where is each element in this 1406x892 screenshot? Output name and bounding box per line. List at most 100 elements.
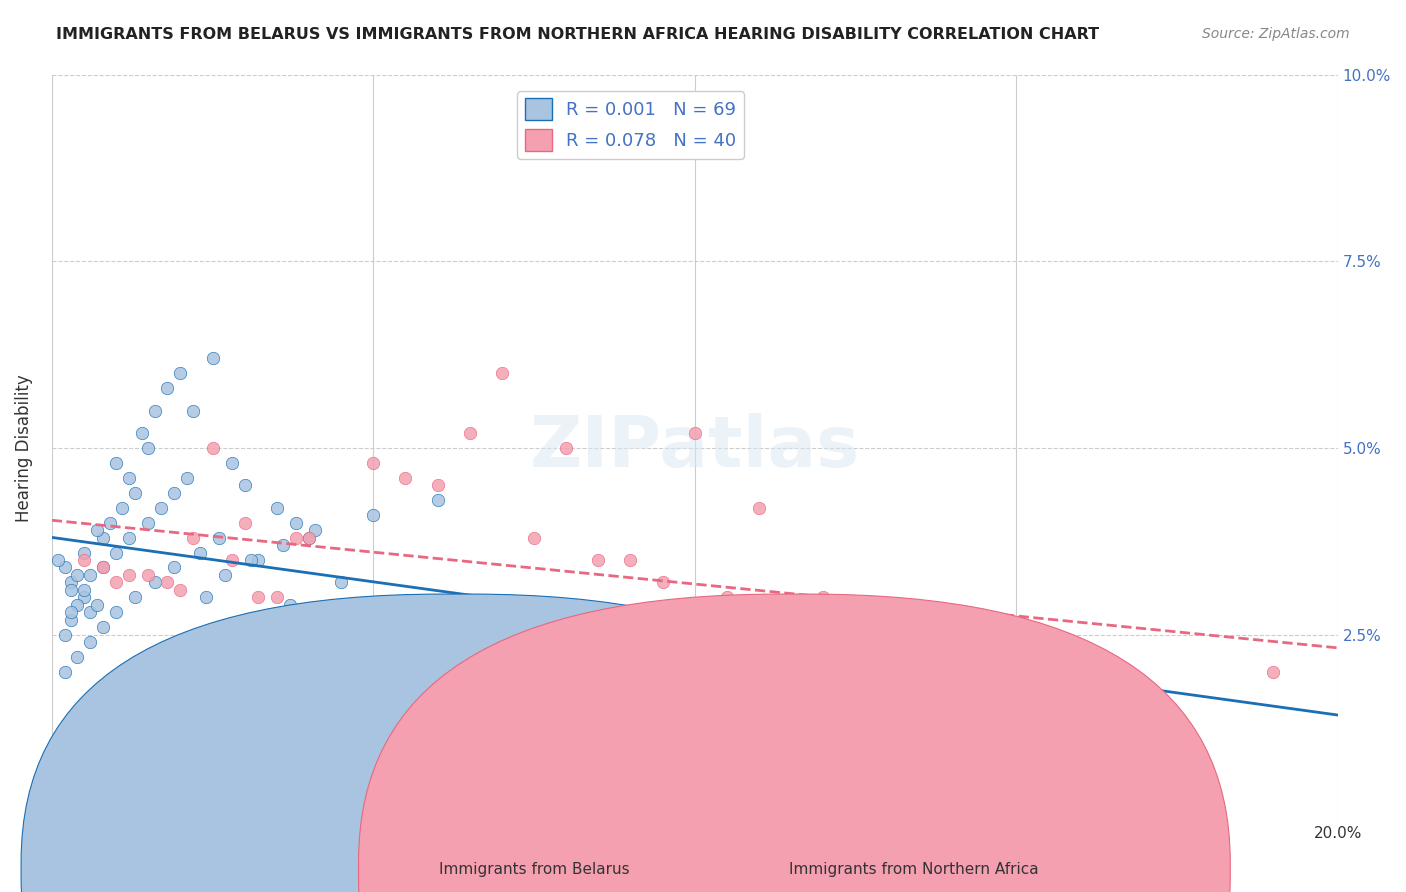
Point: [426, 493, 449, 508]
Point: [91, 560, 114, 574]
Point: [651, 575, 673, 590]
Point: [118, 531, 141, 545]
Point: [73, 545, 96, 559]
Point: [150, 500, 173, 515]
Point: [105, 456, 128, 470]
Point: [330, 605, 353, 619]
Point: [588, 553, 610, 567]
Point: [285, 516, 308, 530]
Point: [555, 702, 578, 716]
Text: IMMIGRANTS FROM BELARUS VS IMMIGRANTS FROM NORTHERN AFRICA HEARING DISABILITY CO: IMMIGRANTS FROM BELARUS VS IMMIGRANTS FR…: [56, 27, 1099, 42]
Point: [1263, 665, 1285, 679]
Point: [163, 485, 186, 500]
Text: Source: ZipAtlas.com: Source: ZipAtlas.com: [1202, 27, 1350, 41]
Point: [118, 568, 141, 582]
Point: [201, 441, 224, 455]
Text: Immigrants from Northern Africa: Immigrants from Northern Africa: [789, 863, 1039, 877]
Point: [79, 635, 101, 649]
Point: [748, 500, 770, 515]
Point: [683, 425, 706, 440]
Point: [716, 591, 738, 605]
Point: [79, 605, 101, 619]
Point: [181, 531, 204, 545]
Point: [555, 441, 578, 455]
Point: [105, 575, 128, 590]
Point: [66, 568, 89, 582]
Point: [73, 553, 96, 567]
Point: [73, 591, 96, 605]
Point: [311, 642, 333, 657]
Point: [844, 628, 866, 642]
Point: [98, 516, 121, 530]
Point: [619, 553, 641, 567]
Point: [124, 591, 146, 605]
Point: [156, 381, 179, 395]
Point: [91, 531, 114, 545]
Point: [163, 560, 186, 574]
Point: [330, 575, 353, 590]
Point: [908, 650, 931, 665]
Legend: R = 0.001   N = 69, R = 0.078   N = 40: R = 0.001 N = 69, R = 0.078 N = 40: [517, 91, 744, 159]
Point: [619, 717, 641, 731]
Point: [66, 650, 89, 665]
Point: [66, 598, 89, 612]
Point: [143, 575, 166, 590]
Point: [246, 591, 269, 605]
Point: [169, 366, 191, 380]
Point: [46, 553, 69, 567]
Point: [266, 500, 288, 515]
Point: [523, 531, 546, 545]
Point: [91, 560, 114, 574]
Point: [221, 456, 243, 470]
Point: [1005, 688, 1028, 702]
Point: [105, 605, 128, 619]
Point: [60, 575, 83, 590]
Point: [201, 351, 224, 366]
Point: [136, 516, 159, 530]
Point: [233, 478, 256, 492]
Point: [214, 568, 236, 582]
Point: [426, 478, 449, 492]
Point: [876, 628, 898, 642]
Point: [91, 620, 114, 634]
Point: [53, 628, 76, 642]
Point: [271, 538, 294, 552]
Point: [124, 485, 146, 500]
Point: [394, 673, 416, 687]
Point: [304, 523, 326, 537]
Point: [246, 553, 269, 567]
Text: ZIPatlas: ZIPatlas: [530, 414, 860, 483]
Point: [226, 628, 249, 642]
Point: [176, 471, 198, 485]
Point: [208, 531, 231, 545]
Point: [60, 582, 83, 597]
Point: [361, 508, 384, 523]
Point: [298, 531, 321, 545]
Point: [181, 403, 204, 417]
Point: [394, 471, 416, 485]
Point: [311, 628, 333, 642]
Point: [53, 665, 76, 679]
Y-axis label: Hearing Disability: Hearing Disability: [15, 374, 32, 522]
Point: [86, 598, 108, 612]
Point: [233, 516, 256, 530]
Point: [266, 591, 288, 605]
Point: [86, 523, 108, 537]
Point: [156, 575, 179, 590]
Point: [240, 553, 263, 567]
Point: [813, 591, 835, 605]
Point: [285, 531, 308, 545]
Point: [491, 366, 513, 380]
Point: [278, 598, 301, 612]
Point: [118, 471, 141, 485]
Point: [941, 665, 963, 679]
Point: [458, 425, 481, 440]
Point: [491, 688, 513, 702]
Point: [111, 500, 134, 515]
Point: [79, 568, 101, 582]
Point: [253, 613, 276, 627]
Point: [136, 568, 159, 582]
Point: [60, 613, 83, 627]
Point: [136, 441, 159, 455]
Point: [105, 545, 128, 559]
